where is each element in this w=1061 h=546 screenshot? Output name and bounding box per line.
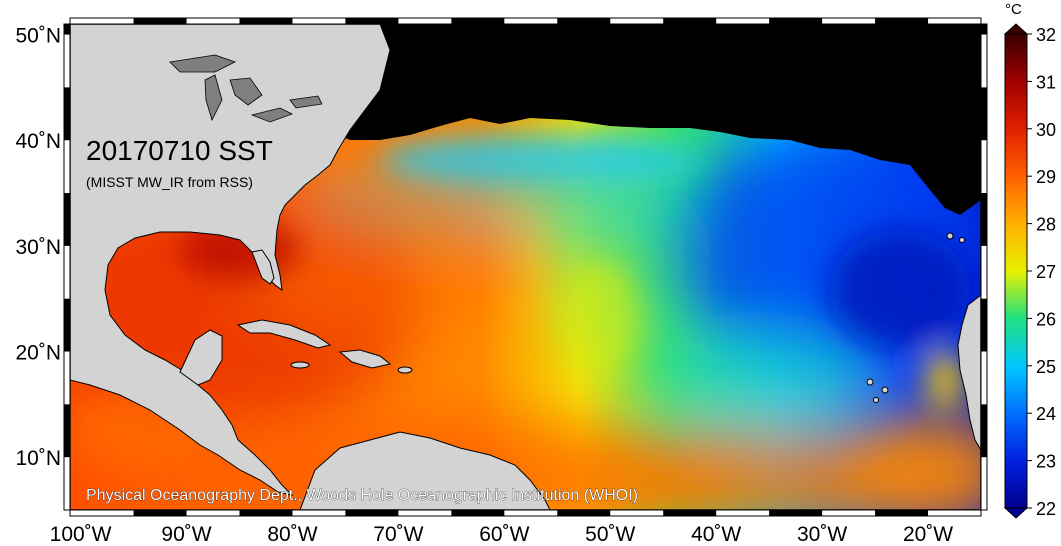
border-check	[345, 510, 399, 516]
colorbar-ticks: 22 23 24 25 26 27 28 29 30 31 32	[1027, 25, 1056, 519]
colorbar-tick-label: 22	[1036, 499, 1056, 519]
colorbar-tick-label: 28	[1036, 215, 1056, 235]
border-check	[64, 87, 70, 141]
border-check	[663, 18, 717, 24]
lon-tick-label: 30˚W	[797, 523, 847, 546]
lat-tick-label: 50˚N	[15, 25, 61, 48]
lon-tick-label: 100˚W	[50, 523, 112, 546]
axis-border-bars	[63, 17, 988, 517]
cuba-land	[236, 319, 332, 349]
colorbar-gradient	[1004, 33, 1028, 509]
border-check	[981, 404, 987, 458]
jamaica-land	[290, 361, 310, 369]
north-america-land	[70, 24, 391, 496]
africa-land	[957, 294, 981, 451]
lon-tick-label: 40˚W	[691, 523, 741, 546]
colorbar-tick-label: 25	[1036, 357, 1056, 377]
border-check	[345, 18, 399, 24]
border-check	[981, 193, 987, 246]
border-check	[981, 24, 987, 35]
lat-tick-label: 20˚N	[15, 342, 61, 365]
colorbar: °C 22 23 24 25 26 27 28 29 30 31 32	[1003, 1, 1056, 519]
colorbar-min-arrow	[1003, 507, 1029, 519]
latitude-labels: 10˚N 20˚N 30˚N 40˚N 50˚N	[15, 25, 61, 471]
border-check	[64, 193, 70, 246]
border-check	[64, 298, 70, 352]
axis-border-checks	[64, 18, 987, 516]
atlantic-islands	[866, 232, 965, 403]
map-subtitle: (MISST MW_IR from RSS)	[86, 174, 253, 190]
colorbar-tick-label: 30	[1036, 120, 1056, 140]
map-panel	[70, 24, 981, 510]
border-check	[451, 18, 505, 24]
lon-tick-label: 70˚W	[373, 523, 423, 546]
puerto-rico-land	[397, 366, 413, 374]
colorbar-tick-label: 26	[1036, 309, 1056, 329]
border-check	[981, 87, 987, 141]
colorbar-tick-label: 29	[1036, 167, 1056, 187]
border-check	[239, 510, 293, 516]
border-check	[875, 510, 929, 516]
sst-field-blobs	[70, 130, 981, 510]
lon-tick-label: 90˚W	[161, 523, 211, 546]
colorbar-tick-label: 27	[1036, 262, 1056, 282]
border-check	[769, 18, 823, 24]
colorbar-tick-label: 31	[1036, 72, 1056, 92]
border-check	[451, 510, 505, 516]
colorbar-max-arrow	[1003, 23, 1029, 35]
hispaniola-land	[338, 349, 392, 369]
longitude-labels: 100˚W 90˚W 80˚W 70˚W 60˚W 50˚W 40˚W 30˚W 20˚W	[50, 523, 954, 546]
border-check	[769, 510, 823, 516]
border-check	[239, 18, 293, 24]
lat-tick-label: 10˚N	[15, 447, 61, 470]
border-check	[64, 24, 70, 35]
border-check	[557, 18, 611, 24]
border-check	[133, 510, 187, 516]
lon-tick-label: 50˚W	[585, 523, 635, 546]
border-check	[875, 18, 929, 24]
colorbar-tick-label: 32	[1036, 25, 1056, 45]
colorbar-tick-label: 23	[1036, 452, 1056, 472]
lon-tick-label: 20˚W	[903, 523, 953, 546]
border-check	[663, 510, 717, 516]
border-check	[133, 18, 187, 24]
lon-tick-label: 60˚W	[479, 523, 529, 546]
border-check	[981, 298, 987, 352]
credit-line: Physical Oceanography Dept., Woods Hole …	[86, 487, 638, 504]
great-lakes	[169, 54, 323, 123]
border-check	[64, 404, 70, 458]
florida-land	[251, 249, 275, 285]
yucatan-land	[179, 329, 223, 386]
colorbar-tick-label: 24	[1036, 404, 1056, 424]
border-check	[557, 510, 611, 516]
lat-tick-label: 40˚N	[15, 130, 61, 153]
no-data-region	[330, 24, 981, 215]
colorbar-unit-label: °C	[1005, 1, 1022, 18]
lon-tick-label: 80˚W	[267, 523, 317, 546]
map-title: 20170710 SST	[86, 135, 273, 166]
lat-tick-label: 30˚N	[15, 236, 61, 259]
south-america-land	[299, 431, 551, 510]
